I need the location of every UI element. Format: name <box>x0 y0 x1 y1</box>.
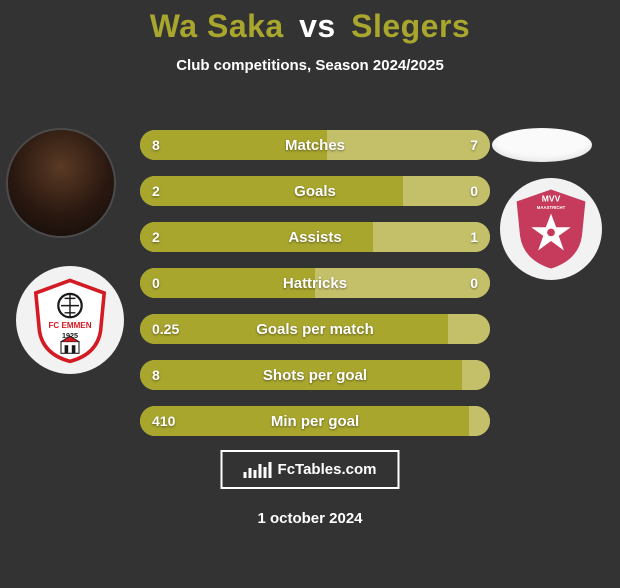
comparison-title: Wa Saka vs Slegers <box>0 8 620 45</box>
player1-name: Wa Saka <box>150 8 284 44</box>
player2-avatar <box>492 128 592 162</box>
bar-right <box>462 360 490 390</box>
bar-right <box>469 406 490 436</box>
footer-label: FcTables.com <box>278 461 377 478</box>
stat-row-shots-per-goal: 8Shots per goal <box>140 360 490 390</box>
stat-row-matches: 87Matches <box>140 130 490 160</box>
bar-left <box>140 222 373 252</box>
chart-icon <box>244 462 272 478</box>
bar-right <box>403 176 491 206</box>
player2-name: Slegers <box>351 8 470 44</box>
bar-right <box>448 314 490 344</box>
club-left-name: FC EMMEN <box>48 321 91 330</box>
club-left-badge: FC EMMEN 1925 <box>16 266 124 374</box>
bar-right <box>327 130 490 160</box>
stat-row-goals: 20Goals <box>140 176 490 206</box>
bar-left <box>140 314 448 344</box>
bar-left <box>140 360 462 390</box>
player1-avatar <box>8 130 114 236</box>
stat-row-hattricks: 00Hattricks <box>140 268 490 298</box>
bar-left <box>140 406 469 436</box>
stat-row-min-per-goal: 410Min per goal <box>140 406 490 436</box>
bar-left <box>140 176 403 206</box>
club-right-name: MVV <box>542 193 561 203</box>
bar-right <box>373 222 490 252</box>
mvv-icon: MVV MAASTRICHT <box>508 186 594 272</box>
fctables-logo: FcTables.com <box>221 450 400 489</box>
club-right-badge: MVV MAASTRICHT <box>500 178 602 280</box>
club-right-sub: MAASTRICHT <box>537 205 566 210</box>
comparison-bars: 87Matches 20Goals 21Assists 00Hattricks 0.25… <box>140 130 490 452</box>
bar-right <box>315 268 490 298</box>
date-text: 1 october 2024 <box>0 510 620 527</box>
fc-emmen-icon: FC EMMEN 1925 <box>25 275 115 365</box>
stat-row-goals-per-match: 0.25Goals per match <box>140 314 490 344</box>
bar-left <box>140 130 327 160</box>
title-vs: vs <box>299 8 336 44</box>
stat-row-assists: 21Assists <box>140 222 490 252</box>
bar-left <box>140 268 315 298</box>
subtitle: Club competitions, Season 2024/2025 <box>0 57 620 74</box>
